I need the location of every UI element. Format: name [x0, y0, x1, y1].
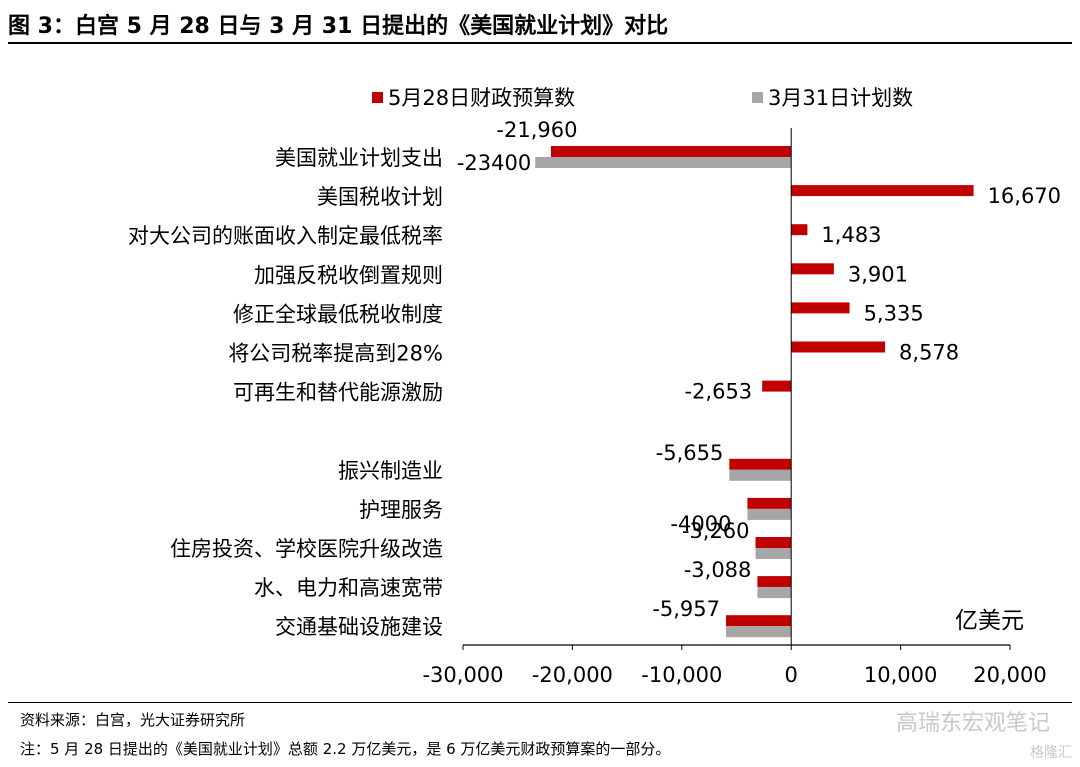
legend-label-2: 3月31日计划数	[768, 86, 913, 110]
bar-may28	[791, 341, 886, 353]
data-label-may28: 3,901	[848, 262, 908, 286]
bar-mar31	[729, 469, 792, 481]
bar-may28	[791, 263, 834, 275]
category-label: 加强反税收倒置规则	[254, 263, 443, 287]
category-label: 对大公司的账面收入制定最低税率	[128, 224, 443, 248]
legend-label-1: 5月28日财政预算数	[388, 86, 575, 110]
bar-may28	[726, 615, 792, 627]
category-label: 美国税收计划	[317, 185, 443, 209]
source-note: 资料来源：白宫，光大证券研究所	[20, 711, 246, 729]
bar-mar31	[755, 548, 792, 559]
x-tick-label: 10,000	[864, 663, 937, 687]
x-tick-label: -30,000	[422, 663, 503, 687]
x-tick-label: 0	[785, 663, 798, 687]
watermark-logo: 格隆汇	[1030, 745, 1072, 761]
bar-may28	[757, 576, 792, 588]
title-divider	[8, 42, 1072, 44]
x-tick-label: -10,000	[641, 663, 722, 687]
bar-may28	[755, 537, 792, 548]
data-label-may28: -3,260	[682, 519, 750, 543]
data-label-may28: -21,960	[496, 118, 577, 142]
watermark-text: 高瑞东宏观笔记	[895, 711, 1050, 736]
footnote: 注：5 月 28 日提出的《美国就业计划》总额 2.2 万亿美元，是 6 万亿美…	[20, 740, 671, 758]
data-label-may28: 8,578	[899, 341, 959, 365]
category-label: 美国就业计划支出	[275, 146, 443, 170]
data-label-may28: -2,653	[684, 380, 752, 404]
data-label-mar31: -23400	[457, 151, 531, 175]
footer-divider	[8, 702, 1072, 703]
bar-may28	[762, 380, 792, 392]
category-label: 住房投资、学校医院升级改造	[170, 537, 443, 561]
category-label: 将公司税率提高到28%	[228, 342, 443, 366]
bar-mar31	[726, 626, 792, 638]
legend-swatch-1	[372, 92, 383, 103]
unit-label: 亿美元	[955, 608, 1024, 634]
bar-may28	[791, 185, 974, 197]
data-label-may28: 1,483	[821, 223, 881, 247]
legend-swatch-2	[752, 92, 763, 103]
category-label: 水、电力和高速宽带	[254, 576, 443, 600]
bar-mar31	[535, 157, 792, 168]
x-tick-label: -20,000	[532, 663, 613, 687]
category-label: 修正全球最低税收制度	[233, 302, 443, 326]
data-label-mar31: -4000	[670, 512, 731, 536]
data-label-may28: -5,957	[652, 597, 720, 621]
bar-may28	[550, 146, 792, 157]
category-label: 振兴制造业	[338, 459, 443, 483]
data-label-may28: -5,655	[656, 441, 724, 465]
bar-mar31	[747, 508, 792, 520]
data-label-may28: -3,088	[684, 558, 752, 582]
category-label: 交通基础设施建设	[275, 615, 443, 639]
x-tick-label: 20,000	[973, 663, 1046, 687]
bar-may28	[747, 497, 792, 509]
chart-title: 图 3：白宫 5 月 28 日与 3 月 31 日提出的《美国就业计划》对比	[8, 14, 669, 39]
category-label: 可再生和替代能源激励	[233, 381, 443, 405]
bar-may28	[729, 458, 792, 470]
bar-may28	[791, 302, 850, 314]
data-label-may28: 16,670	[988, 184, 1061, 208]
data-label-may28: 5,335	[864, 301, 924, 325]
bar-may28	[791, 224, 808, 236]
bar-mar31	[757, 587, 792, 599]
category-label: 护理服务	[359, 498, 443, 522]
